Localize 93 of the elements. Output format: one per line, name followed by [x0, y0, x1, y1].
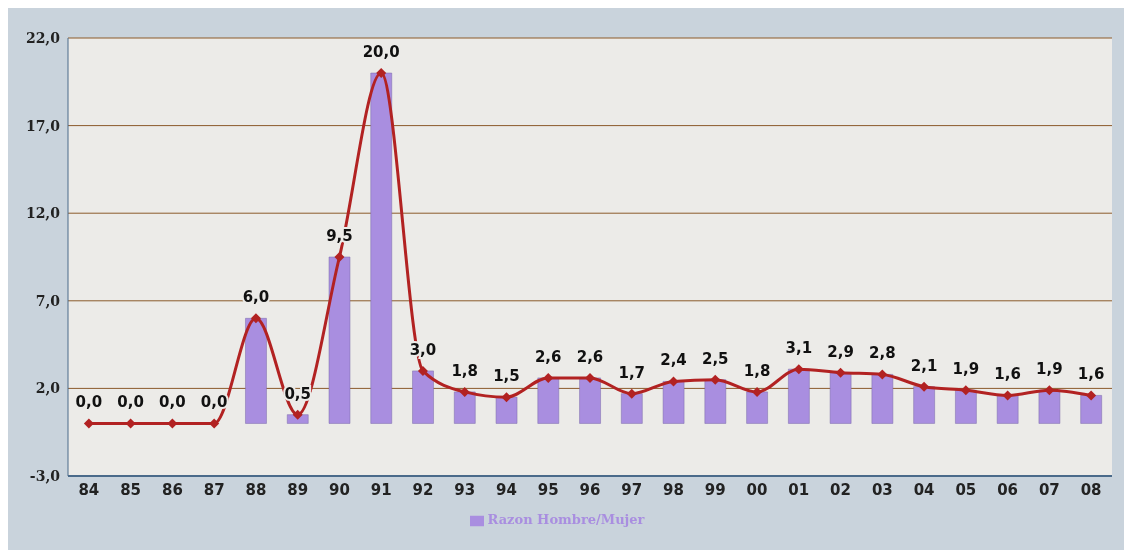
y-tick-label: 2,0 — [35, 380, 61, 397]
x-tick-label: 08 — [1080, 480, 1102, 499]
data-label: 1,9 — [952, 360, 980, 379]
x-tick-label: 92 — [412, 480, 434, 499]
x-tick-label: 04 — [913, 480, 935, 499]
point — [877, 369, 888, 380]
x-tick-label: 02 — [830, 480, 851, 499]
y-tick-label: 12,0 — [25, 205, 61, 222]
bar — [454, 391, 476, 424]
y-tick-label: 22,0 — [25, 29, 61, 46]
x-tick-label: 91 — [370, 480, 392, 499]
bar — [871, 374, 894, 424]
x-tick-label: 93 — [454, 480, 476, 499]
bar — [579, 377, 601, 424]
x-tick-label: 99 — [704, 480, 726, 499]
bar — [746, 391, 768, 424]
point — [501, 392, 512, 403]
bar — [913, 386, 935, 424]
point — [250, 313, 261, 324]
point — [83, 418, 94, 429]
bar — [621, 393, 643, 424]
x-tick-label: 94 — [496, 480, 517, 499]
point — [292, 409, 303, 420]
point — [793, 364, 804, 375]
x-tick-label: 00 — [746, 480, 768, 499]
x-tick-label: 89 — [287, 480, 309, 499]
y-tick-label: 17,0 — [25, 117, 61, 134]
point — [334, 252, 345, 262]
data-label: 1,9 — [1036, 360, 1063, 379]
x-tick-label: 07 — [1038, 480, 1060, 499]
x-tick-label: 05 — [955, 480, 977, 499]
point — [835, 367, 846, 378]
point — [1002, 390, 1013, 401]
bar — [1038, 389, 1061, 424]
data-label: 1,6 — [1077, 365, 1105, 384]
data-label: 0,0 — [117, 393, 144, 412]
bar — [704, 379, 727, 424]
point — [1086, 390, 1097, 401]
data-label: 2,8 — [869, 344, 896, 363]
data-label: 0,0 — [159, 393, 186, 412]
data-label: 2,9 — [827, 342, 854, 361]
y-tick-label: -3,0 — [29, 467, 61, 484]
x-tick-label: 87 — [203, 480, 225, 499]
x-tick-label: 97 — [621, 480, 643, 499]
bar — [788, 368, 810, 424]
data-label: 2,1 — [910, 356, 938, 375]
x-tick-label: 85 — [120, 480, 142, 499]
bar — [370, 72, 393, 424]
point — [626, 388, 637, 399]
bar — [1080, 395, 1102, 424]
data-label: 1,6 — [994, 365, 1021, 384]
point — [417, 365, 428, 376]
point — [668, 376, 679, 387]
data-label: 0,0 — [75, 393, 103, 412]
point — [919, 381, 930, 392]
x-tick-label: 96 — [579, 480, 601, 499]
x-tick-label: 95 — [537, 480, 559, 499]
x-tick-label: 03 — [871, 480, 893, 499]
bar — [955, 389, 977, 424]
legend-label: Razon Hombre/Mujer — [487, 512, 645, 527]
bar — [996, 395, 1019, 424]
data-label: 2,5 — [701, 349, 729, 368]
data-label: 2,4 — [660, 351, 687, 370]
bar — [412, 370, 434, 424]
data-label: 20,0 — [362, 43, 400, 62]
data-label: 2,6 — [534, 347, 562, 366]
point — [960, 385, 971, 396]
data-label: 1,5 — [493, 367, 520, 386]
x-tick-label: 86 — [161, 480, 183, 499]
x-tick-label: 98 — [663, 480, 684, 499]
bar — [537, 377, 560, 424]
data-label: 1,8 — [743, 361, 771, 380]
bar — [245, 318, 267, 424]
bar — [662, 381, 685, 424]
data-label: 3,1 — [785, 339, 813, 358]
x-tick-label: 88 — [245, 480, 267, 499]
x-tick-label: 06 — [997, 480, 1019, 499]
point — [376, 68, 387, 79]
bar — [495, 396, 518, 424]
bar — [328, 256, 351, 424]
bar — [829, 372, 852, 424]
point — [752, 386, 763, 397]
point — [459, 386, 470, 397]
x-tick-label: 84 — [78, 480, 100, 499]
point — [585, 372, 595, 383]
x-tick-label: 01 — [788, 480, 810, 499]
data-label: 1,8 — [451, 361, 479, 380]
data-label: 1,7 — [618, 363, 646, 382]
point — [209, 418, 220, 429]
data-label: 2,6 — [576, 347, 604, 366]
x-tick-label: 90 — [329, 480, 350, 499]
y-tick-label: 7,0 — [35, 292, 61, 309]
point — [710, 374, 721, 385]
